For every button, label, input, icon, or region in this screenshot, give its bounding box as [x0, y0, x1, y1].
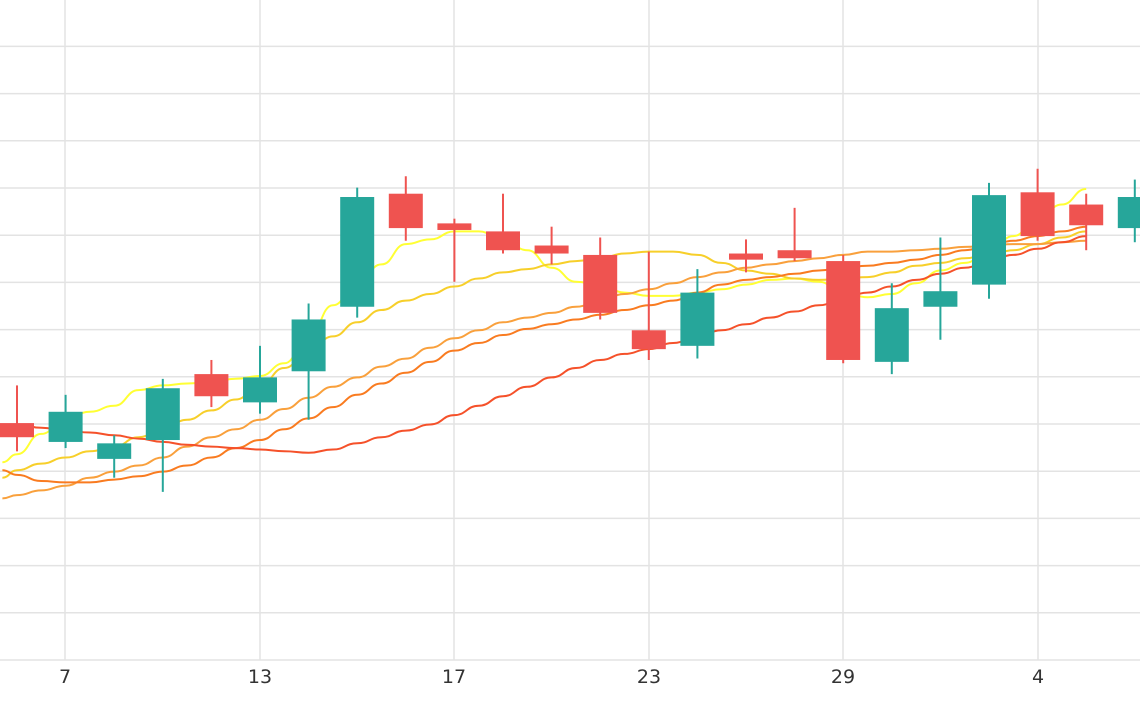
candle-body [437, 223, 472, 230]
grid [0, 0, 1140, 661]
candle-up [680, 269, 715, 359]
moving-average-line [2, 225, 1087, 484]
candle-up [97, 435, 132, 478]
candles [0, 168, 1140, 492]
candle-body [291, 319, 326, 372]
candle-up [291, 303, 326, 420]
candle-down [388, 176, 423, 241]
candle-body [972, 195, 1006, 285]
moving-average-line [2, 239, 1087, 500]
candle-body [340, 197, 375, 307]
candle-body [680, 292, 715, 346]
candle-down [486, 193, 520, 254]
candle-down [777, 207, 812, 262]
candle-body [777, 250, 812, 259]
candle-down [1020, 168, 1055, 241]
moving-average-line [2, 235, 1087, 454]
candle-body [729, 253, 763, 260]
candle-up [48, 394, 83, 449]
candle-up [874, 283, 909, 375]
x-tick-label: 13 [248, 666, 272, 688]
x-tick-label: 17 [442, 666, 466, 688]
candle-body [1020, 192, 1055, 237]
candle-up [145, 378, 180, 492]
candle-body [243, 377, 277, 403]
candle-body [97, 443, 132, 459]
candle-up [972, 182, 1006, 299]
candle-down [631, 251, 666, 360]
candle-up [340, 187, 375, 318]
moving-average-line [2, 230, 1087, 479]
candle-body [826, 261, 861, 360]
candle-up [923, 237, 958, 340]
candle-down [826, 254, 861, 364]
candle-down [437, 218, 472, 282]
candle-down [534, 226, 569, 265]
candle-body [583, 254, 618, 313]
candle-body [874, 308, 909, 362]
x-tick-label: 29 [831, 666, 855, 688]
x-axis-ticks: 7 13 17 23 29 4 [59, 666, 1044, 688]
candle-body [48, 411, 83, 442]
candle-body [1117, 197, 1140, 229]
candle-down [1069, 193, 1104, 251]
candle-body [923, 291, 958, 307]
candle-body [388, 193, 423, 229]
x-tick-label: 7 [59, 666, 71, 688]
candle-body [145, 388, 180, 441]
candle-body [486, 231, 520, 251]
candle-body [631, 330, 666, 350]
x-tick-label: 23 [637, 666, 661, 688]
candle-down [194, 359, 229, 408]
moving-average-line [2, 188, 1087, 464]
candle-up [243, 345, 277, 414]
candle-down [583, 237, 618, 320]
candle-body [1069, 204, 1104, 226]
candle-body [534, 245, 569, 254]
candle-down [0, 385, 34, 452]
candle-up [1117, 179, 1140, 243]
candle-body [194, 374, 229, 397]
candle-body [0, 423, 34, 438]
x-tick-label: 4 [1032, 666, 1044, 688]
candle-down [729, 239, 763, 273]
